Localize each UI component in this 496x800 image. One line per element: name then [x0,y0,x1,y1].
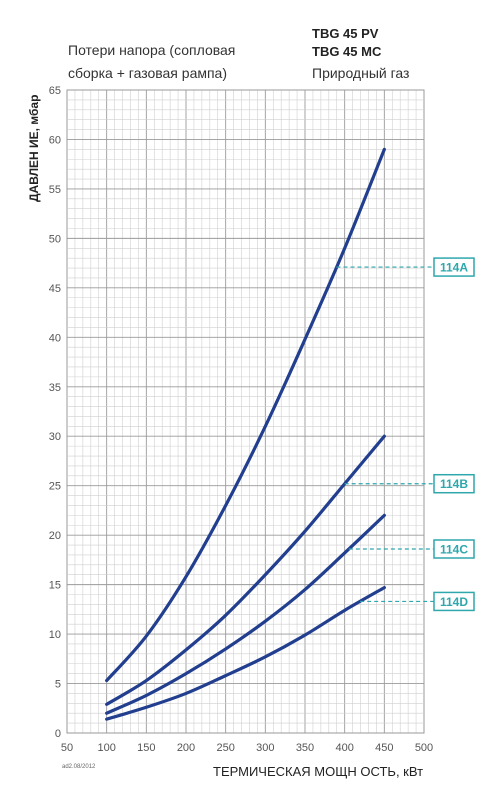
x-tick-label: 150 [137,742,155,754]
x-tick-label: 100 [97,742,115,754]
series-label-114a: 114A [440,261,468,275]
x-tick-label: 300 [256,742,274,754]
y-tick-label: 15 [49,580,61,592]
gas-type-label: Природный газ [312,65,409,81]
y-tick-label: 0 [55,728,61,740]
callout-box-114d [433,591,475,612]
x-tick-label: 350 [296,742,314,754]
x-tick-label: 400 [335,742,353,754]
series-line-114b [105,434,386,706]
callouts: 114A 114B 114C 114D [336,257,475,612]
y-tick-label: 45 [49,283,61,295]
y-tick-label: 30 [49,431,61,443]
callout-box-114c [433,539,475,559]
x-tick-label: 250 [216,742,234,754]
document-code: ad2.08/2012 [62,764,96,770]
y-tick-label: 5 [55,679,61,691]
y-tick-label: 65 [49,85,61,97]
y-tick-label: 50 [49,233,61,245]
tick-labels: 50 100 150 200 250 300 350 400 450 500 0 5 10 15 20 25 3… [49,85,433,754]
series-line-114c [105,513,386,715]
series-line-114d [105,585,386,721]
y-tick-label: 25 [49,481,61,493]
y-tick-label: 35 [49,382,61,394]
description-line-1: Потери напора (сопловая [68,42,235,58]
y-tick-label: 40 [49,332,61,344]
y-tick-label: 10 [49,629,61,641]
curves [105,147,386,721]
series-label-114b: 114B [440,477,468,491]
y-tick-label: 20 [49,530,61,542]
x-tick-label: 50 [61,742,73,754]
y-tick-label: 60 [49,134,61,146]
callout-box-114a [433,257,475,277]
model-title-2: TBG 45 MC [312,44,382,59]
description-line-2: сборка + газовая рампа) [68,65,227,81]
callout-box-114b [433,473,475,494]
x-axis-title: ТЕРМИЧЕСКАЯ МОЩН ОСТЬ, кВт [213,764,423,779]
series-label-114d: 114D [440,595,468,609]
x-tick-label: 500 [415,742,433,754]
y-axis-title: ДАВЛЕН ИЕ, мбар [27,95,41,202]
x-tick-label: 450 [375,742,393,754]
model-title-1: TBG 45 PV [312,26,379,41]
y-tick-label: 55 [49,184,61,196]
x-tick-label: 200 [177,742,195,754]
series-label-114c: 114C [440,543,468,557]
series-line-114a [105,147,386,683]
